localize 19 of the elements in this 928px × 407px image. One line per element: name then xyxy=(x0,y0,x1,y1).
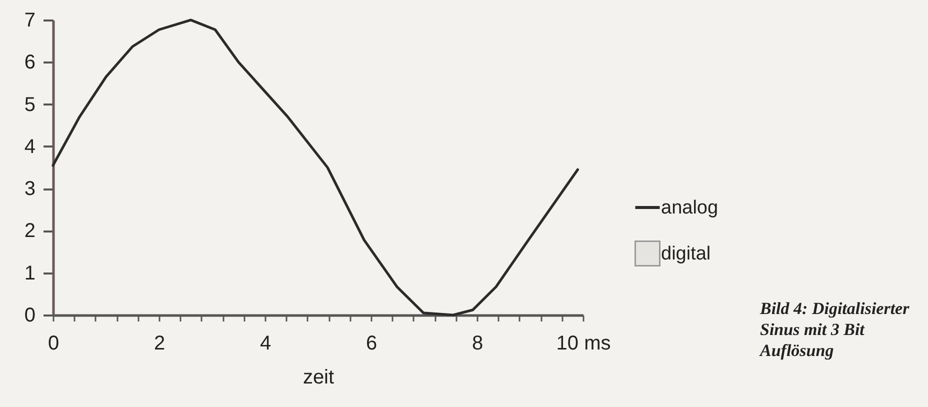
x-tick-label: 8 xyxy=(472,332,484,354)
y-tick-label: 6 xyxy=(24,52,36,74)
x-tick-label: 2 xyxy=(154,332,166,354)
y-tick-label: 5 xyxy=(24,94,36,116)
y-tick-label: 7 xyxy=(24,10,36,32)
y-tick-label: 2 xyxy=(24,220,36,242)
text: Bild 4: Digitalisierter Sinus mit 3 Bit Auflösung xyxy=(760,298,910,361)
x-tick-label: 10 ms xyxy=(556,332,611,354)
y-tick-label: 1 xyxy=(24,262,36,284)
x-tick-label: 0 xyxy=(48,332,60,354)
legend-label: analog xyxy=(661,198,718,218)
x-axis-title: zeit xyxy=(302,366,335,388)
x-tick-label: 6 xyxy=(366,332,378,354)
legend-label: digital xyxy=(661,244,711,264)
y-tick-label: 3 xyxy=(24,178,36,200)
line-series xyxy=(52,18,579,316)
x-tick-label: 4 xyxy=(260,332,272,354)
y-tick-label: 0 xyxy=(24,304,36,326)
y-tick-label: 4 xyxy=(24,136,36,158)
